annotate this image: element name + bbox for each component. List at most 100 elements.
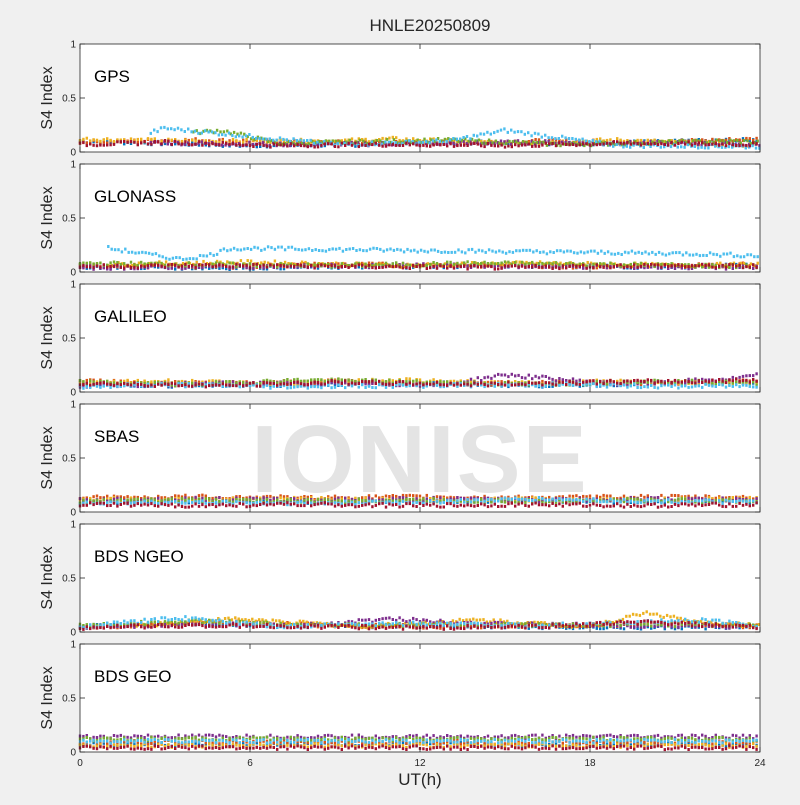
data-point bbox=[443, 143, 445, 146]
data-point bbox=[349, 139, 351, 142]
data-point bbox=[266, 384, 268, 387]
data-point bbox=[490, 377, 492, 380]
data-point bbox=[89, 142, 91, 145]
data-point bbox=[123, 140, 125, 143]
data-point bbox=[328, 248, 330, 251]
data-point bbox=[103, 263, 105, 266]
data-point bbox=[213, 254, 215, 257]
data-point bbox=[500, 262, 502, 265]
data-point bbox=[276, 143, 278, 146]
data-point bbox=[534, 385, 536, 388]
data-point bbox=[158, 254, 160, 257]
data-point bbox=[239, 264, 241, 267]
data-point bbox=[290, 265, 292, 268]
data-point bbox=[375, 379, 377, 382]
data-point bbox=[249, 262, 251, 265]
data-point bbox=[750, 262, 752, 265]
data-point bbox=[698, 264, 700, 267]
data-point bbox=[354, 265, 356, 268]
data-point bbox=[409, 267, 411, 270]
data-point bbox=[304, 248, 306, 251]
data-point bbox=[576, 252, 578, 255]
data-point bbox=[678, 251, 680, 254]
data-point bbox=[215, 143, 217, 146]
data-point bbox=[358, 378, 360, 381]
data-point bbox=[250, 260, 252, 263]
data-point bbox=[238, 134, 240, 137]
data-point bbox=[128, 251, 130, 254]
data-point bbox=[619, 379, 621, 382]
data-point bbox=[582, 381, 584, 384]
data-point bbox=[245, 134, 247, 137]
data-point bbox=[630, 266, 632, 269]
data-point bbox=[700, 146, 702, 149]
data-point bbox=[609, 384, 611, 387]
data-point bbox=[612, 145, 614, 148]
data-point bbox=[531, 261, 533, 264]
data-point bbox=[334, 386, 336, 389]
data-point bbox=[721, 384, 723, 387]
data-point bbox=[443, 265, 445, 268]
data-point bbox=[296, 385, 298, 388]
data-point bbox=[415, 382, 417, 385]
data-point bbox=[698, 379, 700, 382]
data-point bbox=[422, 141, 424, 144]
data-point bbox=[222, 264, 224, 267]
data-point bbox=[283, 264, 285, 267]
data-point bbox=[742, 144, 744, 147]
data-point bbox=[292, 137, 294, 140]
data-point bbox=[164, 139, 166, 142]
data-point bbox=[426, 267, 428, 270]
data-point bbox=[86, 144, 88, 147]
data-point bbox=[752, 141, 754, 144]
data-point bbox=[154, 137, 156, 140]
data-point bbox=[174, 494, 176, 497]
data-point bbox=[502, 251, 504, 254]
data-point bbox=[422, 264, 424, 267]
data-point bbox=[194, 266, 196, 269]
data-point bbox=[123, 262, 125, 265]
data-point bbox=[500, 374, 502, 377]
data-point bbox=[660, 384, 662, 387]
data-point bbox=[409, 382, 411, 385]
data-point bbox=[385, 262, 387, 265]
data-point bbox=[643, 385, 645, 388]
data-point bbox=[361, 380, 363, 383]
data-point bbox=[167, 263, 169, 266]
data-point bbox=[165, 260, 167, 263]
data-point bbox=[555, 261, 557, 264]
data-point bbox=[140, 261, 142, 264]
data-point bbox=[194, 143, 196, 146]
data-point bbox=[344, 265, 346, 268]
data-point bbox=[689, 254, 691, 257]
data-point bbox=[636, 142, 638, 145]
data-point bbox=[483, 145, 485, 148]
data-point bbox=[99, 496, 101, 499]
data-point bbox=[555, 380, 557, 383]
data-point bbox=[551, 142, 553, 145]
data-point bbox=[388, 379, 390, 382]
data-point bbox=[602, 143, 604, 146]
data-point bbox=[579, 143, 581, 146]
data-point bbox=[245, 384, 247, 387]
data-point bbox=[154, 381, 156, 384]
data-point bbox=[558, 267, 560, 270]
data-point bbox=[218, 263, 220, 266]
data-point bbox=[589, 383, 591, 386]
data-point bbox=[194, 130, 196, 133]
data-point bbox=[154, 385, 156, 388]
data-point bbox=[559, 144, 561, 147]
data-point bbox=[303, 383, 305, 386]
data-point bbox=[650, 384, 652, 387]
data-point bbox=[120, 266, 122, 269]
data-point bbox=[395, 136, 397, 139]
data-point bbox=[460, 265, 462, 268]
data-point bbox=[449, 265, 451, 268]
data-point bbox=[257, 247, 259, 250]
data-point bbox=[463, 144, 465, 147]
data-point bbox=[667, 265, 669, 268]
data-point bbox=[412, 137, 414, 140]
data-point bbox=[636, 266, 638, 269]
data-point bbox=[123, 382, 125, 385]
data-point bbox=[258, 137, 260, 140]
